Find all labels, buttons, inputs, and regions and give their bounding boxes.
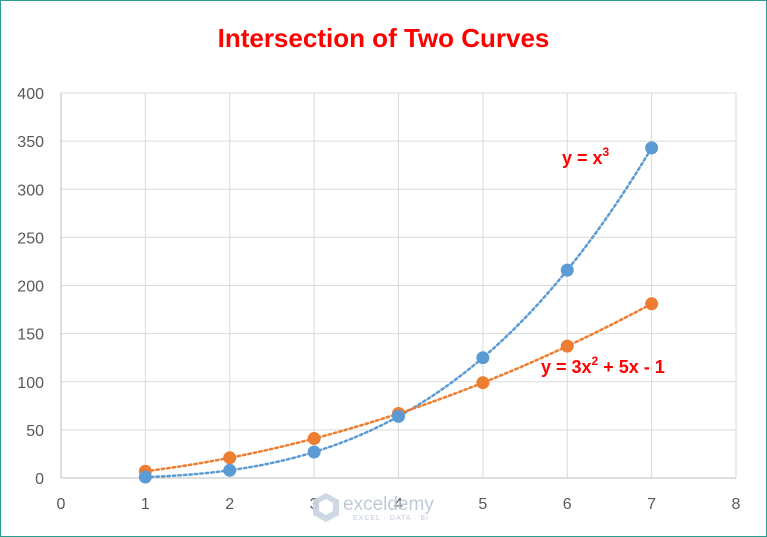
y-tick-label: 100 — [17, 375, 44, 392]
data-point-series-2 — [223, 451, 237, 465]
y-tick-label: 50 — [26, 423, 44, 440]
exceldemy-logo-icon — [313, 493, 339, 522]
y-tick-label: 150 — [17, 327, 44, 344]
x-tick-label: 5 — [478, 496, 487, 513]
data-point-series-1 — [476, 351, 490, 365]
label-cubic-sup: 3 — [603, 145, 610, 159]
watermark: exceldemy EXCEL · DATA · BI — [313, 493, 434, 522]
label-quadratic-rest: + 5x - 1 — [598, 357, 665, 377]
watermark-name: exceldemy — [343, 494, 434, 515]
data-point-series-2 — [560, 339, 574, 353]
y-tick-label: 250 — [17, 230, 44, 247]
data-point-series-1 — [223, 463, 237, 477]
y-tick-label: 0 — [35, 471, 44, 488]
x-tick-label: 4 — [394, 496, 403, 513]
x-tick-label: 2 — [225, 496, 234, 513]
label-series-cubic: y = x3 — [562, 145, 610, 168]
y-tick-label: 400 — [17, 86, 44, 103]
x-tick-label: 1 — [141, 496, 150, 513]
data-point-series-1 — [392, 409, 405, 423]
label-cubic-base: y = x — [562, 148, 603, 168]
data-point-series-1 — [645, 141, 659, 155]
data-point-series-2 — [645, 297, 659, 311]
x-tick-label: 8 — [732, 496, 741, 513]
axes — [60, 93, 736, 479]
label-quadratic-sup: 2 — [592, 354, 599, 368]
data-point-series-1 — [307, 445, 321, 459]
data-point-series-1 — [138, 470, 152, 484]
label-series-quadratic: y = 3x2 + 5x - 1 — [541, 354, 665, 377]
data-point-series-1 — [560, 263, 574, 277]
data-point-series-2 — [476, 376, 490, 390]
gridlines — [61, 92, 737, 478]
data-point-series-2 — [307, 432, 321, 446]
y-tick-label: 350 — [17, 134, 44, 151]
chart-title: Intersection of Two Curves — [217, 23, 550, 53]
x-tick-label: 7 — [647, 496, 656, 513]
y-tick-labels: 0 50 100 150 200 250 300 350 400 — [17, 86, 44, 488]
x-tick-label: 0 — [57, 496, 66, 513]
label-quadratic-base: y = 3x — [541, 357, 592, 377]
x-tick-label: 6 — [563, 496, 572, 513]
watermark-tagline: EXCEL · DATA · BI — [353, 515, 429, 522]
data-points — [138, 141, 659, 484]
y-tick-label: 200 — [17, 279, 44, 296]
y-tick-label: 300 — [17, 182, 44, 199]
